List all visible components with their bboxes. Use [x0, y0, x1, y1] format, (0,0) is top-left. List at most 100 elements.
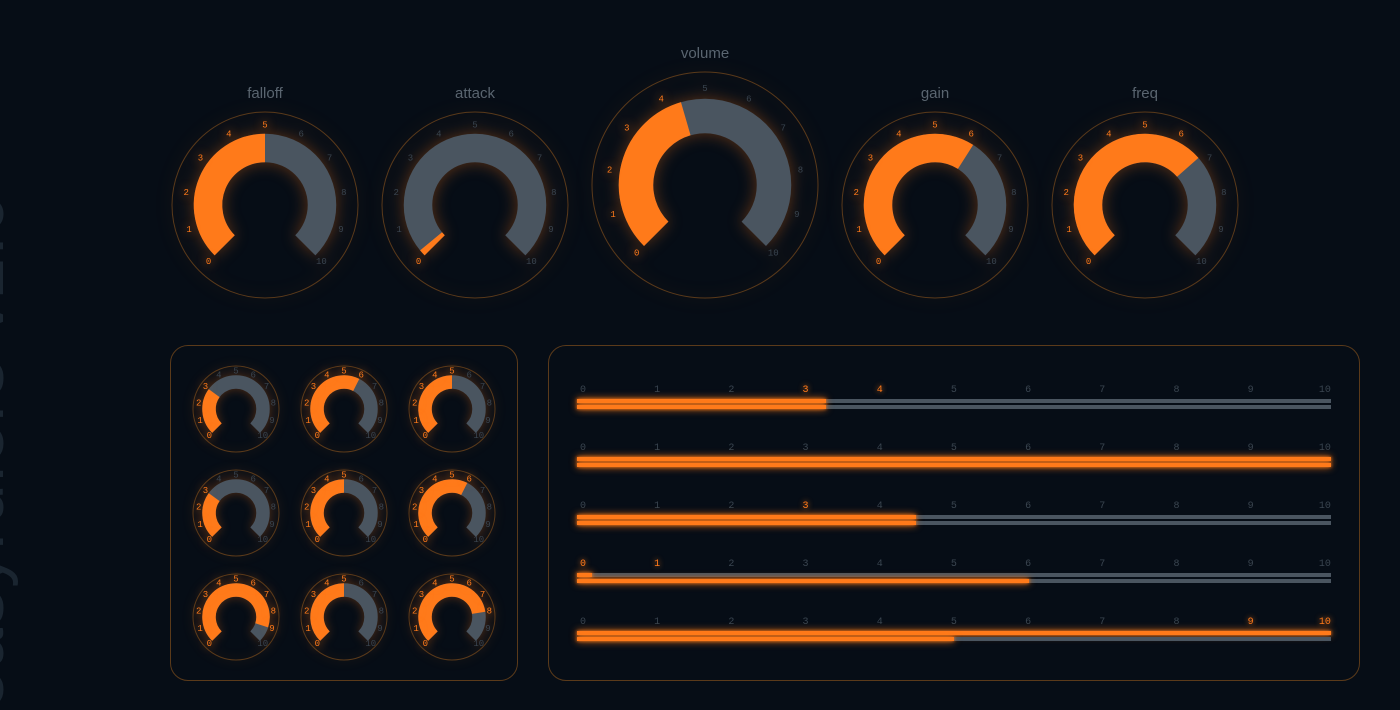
small-dial-sd9[interactable]: 012345678910	[407, 572, 497, 662]
small-dial-sd3[interactable]: 012345678910	[407, 364, 497, 454]
svg-text:9: 9	[377, 520, 382, 530]
slider-s3[interactable]: 012345678910	[577, 501, 1331, 525]
slider-s1[interactable]: 012345678910	[577, 385, 1331, 409]
svg-text:8: 8	[271, 606, 276, 616]
slider-track	[577, 573, 1331, 583]
slider-s4[interactable]: 012345678910	[577, 559, 1331, 583]
svg-text:6: 6	[250, 371, 255, 381]
sliders-panel: 012345678910 012345678910 012345678910 0…	[548, 345, 1360, 681]
svg-text:3: 3	[198, 153, 203, 163]
svg-text:1: 1	[610, 210, 615, 220]
svg-text:2: 2	[607, 165, 612, 175]
svg-text:3: 3	[311, 382, 316, 392]
svg-text:1: 1	[1066, 225, 1071, 235]
small-dial-sd5[interactable]: 012345678910	[299, 468, 389, 558]
svg-text:1: 1	[197, 624, 202, 634]
svg-text:9: 9	[794, 210, 799, 220]
svg-text:10: 10	[986, 257, 997, 267]
svg-text:9: 9	[338, 225, 343, 235]
svg-text:4: 4	[896, 129, 901, 139]
svg-text:4: 4	[216, 371, 221, 381]
svg-text:4: 4	[1106, 129, 1111, 139]
svg-text:5: 5	[449, 367, 454, 377]
svg-text:5: 5	[233, 471, 238, 481]
svg-text:4: 4	[324, 475, 329, 485]
svg-text:10: 10	[473, 535, 484, 545]
svg-text:9: 9	[1008, 225, 1013, 235]
svg-text:4: 4	[432, 371, 437, 381]
slider-ticks: 012345678910	[577, 559, 1331, 570]
svg-text:4: 4	[226, 129, 231, 139]
svg-text:4: 4	[216, 475, 221, 485]
svg-text:8: 8	[271, 398, 276, 408]
svg-text:10: 10	[257, 535, 268, 545]
dial-control-volume[interactable]: 012345678910	[590, 70, 820, 300]
svg-text:0: 0	[207, 639, 212, 649]
svg-text:8: 8	[798, 165, 803, 175]
small-dial-sd1[interactable]: 012345678910	[191, 364, 281, 454]
svg-text:9: 9	[485, 520, 490, 530]
svg-text:3: 3	[311, 590, 316, 600]
svg-text:3: 3	[1078, 153, 1083, 163]
svg-text:10: 10	[768, 249, 779, 259]
slider-ticks: 012345678910	[577, 501, 1331, 512]
svg-text:5: 5	[472, 121, 477, 131]
svg-text:1: 1	[413, 416, 418, 426]
svg-text:10: 10	[473, 639, 484, 649]
svg-text:10: 10	[365, 639, 376, 649]
dial-label-freq: freq	[1132, 85, 1158, 102]
svg-text:6: 6	[466, 475, 471, 485]
dial-falloff: falloff 012345678910	[170, 85, 360, 300]
svg-text:2: 2	[412, 398, 417, 408]
svg-text:5: 5	[341, 471, 346, 481]
dial-control-falloff[interactable]: 012345678910	[170, 110, 360, 300]
svg-text:0: 0	[423, 535, 428, 545]
small-dial-sd4[interactable]: 012345678910	[191, 468, 281, 558]
slider-ticks: 012345678910	[577, 617, 1331, 628]
svg-text:5: 5	[233, 367, 238, 377]
svg-text:6: 6	[250, 579, 255, 589]
svg-text:5: 5	[702, 84, 707, 94]
svg-text:5: 5	[1142, 121, 1147, 131]
svg-text:9: 9	[269, 520, 274, 530]
svg-text:3: 3	[419, 590, 424, 600]
svg-text:6: 6	[969, 129, 974, 139]
svg-text:7: 7	[264, 382, 269, 392]
slider-s2[interactable]: 012345678910	[577, 443, 1331, 467]
svg-text:6: 6	[466, 579, 471, 589]
svg-text:2: 2	[196, 502, 201, 512]
svg-text:5: 5	[262, 121, 267, 131]
svg-text:7: 7	[780, 124, 785, 134]
svg-text:1: 1	[413, 624, 418, 634]
slider-s5[interactable]: 012345678910	[577, 617, 1331, 641]
brand-title: easyrulers v2.0	[0, 192, 20, 710]
svg-text:4: 4	[324, 579, 329, 589]
dial-control-freq[interactable]: 012345678910	[1050, 110, 1240, 300]
svg-text:0: 0	[315, 431, 320, 441]
svg-text:6: 6	[509, 129, 514, 139]
small-dial-sd6[interactable]: 012345678910	[407, 468, 497, 558]
dial-label-gain: gain	[921, 85, 949, 102]
slider-ticks: 012345678910	[577, 443, 1331, 454]
svg-text:2: 2	[304, 398, 309, 408]
svg-text:3: 3	[203, 590, 208, 600]
svg-text:6: 6	[466, 371, 471, 381]
svg-text:7: 7	[480, 590, 485, 600]
dial-control-attack[interactable]: 012345678910	[380, 110, 570, 300]
small-dials-panel: 012345678910 012345678910 012345678910 0…	[170, 345, 518, 681]
dial-label-volume: volume	[681, 45, 729, 62]
svg-text:4: 4	[324, 371, 329, 381]
svg-text:7: 7	[264, 486, 269, 496]
dial-control-gain[interactable]: 012345678910	[840, 110, 1030, 300]
svg-text:4: 4	[216, 579, 221, 589]
svg-text:2: 2	[196, 606, 201, 616]
svg-text:8: 8	[1221, 188, 1226, 198]
svg-text:3: 3	[311, 486, 316, 496]
svg-text:3: 3	[203, 486, 208, 496]
small-dial-sd2[interactable]: 012345678910	[299, 364, 389, 454]
svg-text:2: 2	[304, 502, 309, 512]
small-dial-sd8[interactable]: 012345678910	[299, 572, 389, 662]
small-dial-sd7[interactable]: 012345678910	[191, 572, 281, 662]
svg-text:6: 6	[358, 579, 363, 589]
svg-text:2: 2	[412, 502, 417, 512]
